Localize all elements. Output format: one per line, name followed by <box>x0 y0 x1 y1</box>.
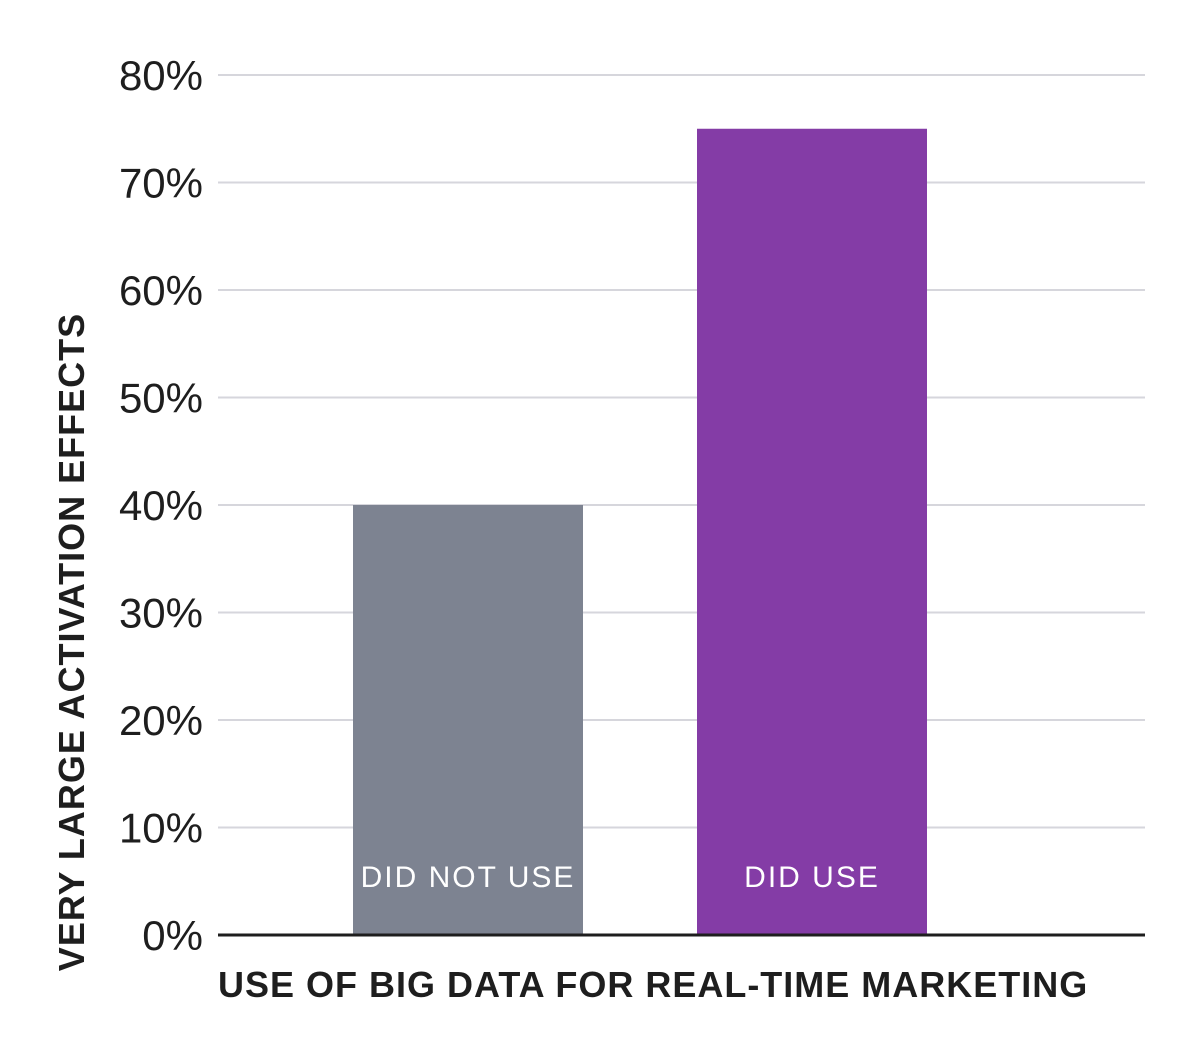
y-tick-label: 10% <box>119 805 203 852</box>
x-axis-title: USE OF BIG DATA FOR REAL-TIME MARKETING <box>218 964 1088 1005</box>
y-tick-label: 40% <box>119 482 203 529</box>
bar <box>697 128 927 935</box>
y-tick-label: 30% <box>119 590 203 637</box>
y-tick-label: 60% <box>119 267 203 314</box>
bar <box>353 505 583 935</box>
bar-category-label: DID USE <box>744 861 880 894</box>
y-tick-label: 0% <box>142 912 203 959</box>
y-tick-label: 80% <box>119 52 203 99</box>
bar-category-label: DID NOT USE <box>361 861 576 894</box>
bars: DID NOT USE DID USE <box>353 128 927 935</box>
y-tick-label: 20% <box>119 697 203 744</box>
y-tick-label: 70% <box>119 160 203 207</box>
y-axis-ticks: 0% 10% 20% 30% 40% 50% 60% 70% 80% <box>119 52 203 959</box>
y-tick-label: 50% <box>119 375 203 422</box>
y-axis-title: VERY LARGE ACTIVATION EFFECTS <box>51 313 92 971</box>
